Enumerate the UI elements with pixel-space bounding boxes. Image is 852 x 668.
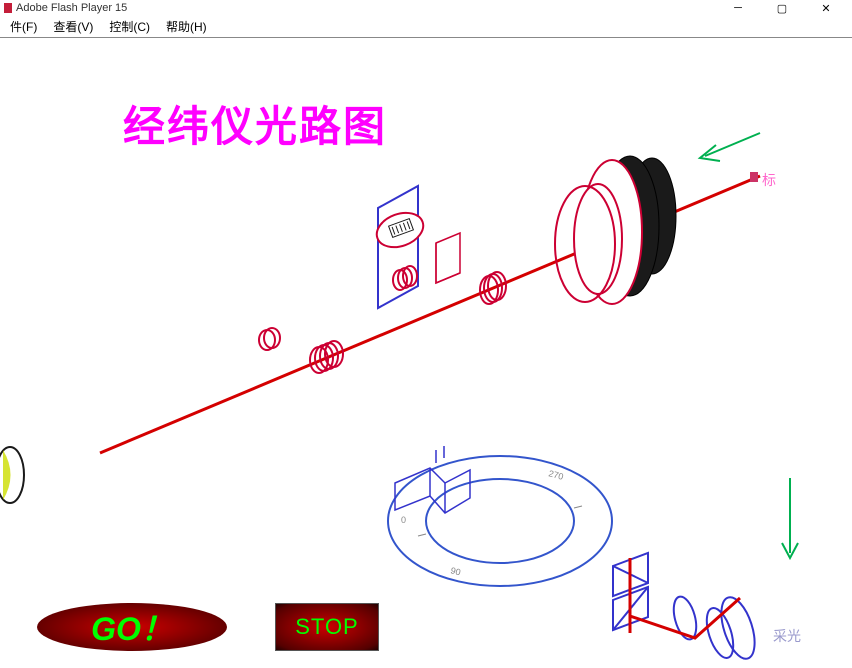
optical-diagram: 270 90 0 (0, 38, 852, 668)
target-marker-icon (750, 172, 758, 182)
go-button[interactable]: GO！ (37, 603, 227, 651)
menubar: 件(F) 查看(V) 控制(C) 帮助(H) (0, 16, 852, 38)
arrow-target-icon (700, 133, 760, 161)
stop-button[interactable]: STOP (275, 603, 379, 651)
svg-text:90: 90 (449, 565, 461, 577)
menu-view[interactable]: 查看(V) (45, 16, 101, 37)
close-button[interactable]: ✕ (814, 1, 838, 15)
menu-file[interactable]: 件(F) (2, 16, 45, 37)
prism-small (436, 233, 460, 283)
target-label: 标 (762, 170, 776, 190)
menu-control[interactable]: 控制(C) (101, 16, 158, 37)
window-title: Adobe Flash Player 15 (16, 2, 726, 14)
arrow-light-icon (782, 478, 798, 558)
minimize-button[interactable]: ─ (726, 1, 750, 15)
window-controls: ─ ▢ ✕ (726, 1, 838, 15)
flash-canvas: 经纬仪光路图 (0, 38, 852, 668)
titlebar: Adobe Flash Player 15 ─ ▢ ✕ (0, 0, 852, 16)
light-label: 采光 (773, 626, 801, 646)
maximize-button[interactable]: ▢ (770, 1, 794, 15)
objective-lens-group (555, 156, 676, 304)
svg-text:270: 270 (547, 468, 564, 482)
reticle-plate (372, 186, 428, 308)
svg-text:0: 0 (401, 515, 406, 525)
eyepiece-lens (0, 447, 24, 503)
aux-lens (259, 328, 280, 350)
app-icon (4, 3, 12, 13)
menu-help[interactable]: 帮助(H) (158, 16, 215, 37)
horizontal-circle: 270 90 0 (388, 456, 612, 586)
illumination-mirror (702, 593, 762, 663)
